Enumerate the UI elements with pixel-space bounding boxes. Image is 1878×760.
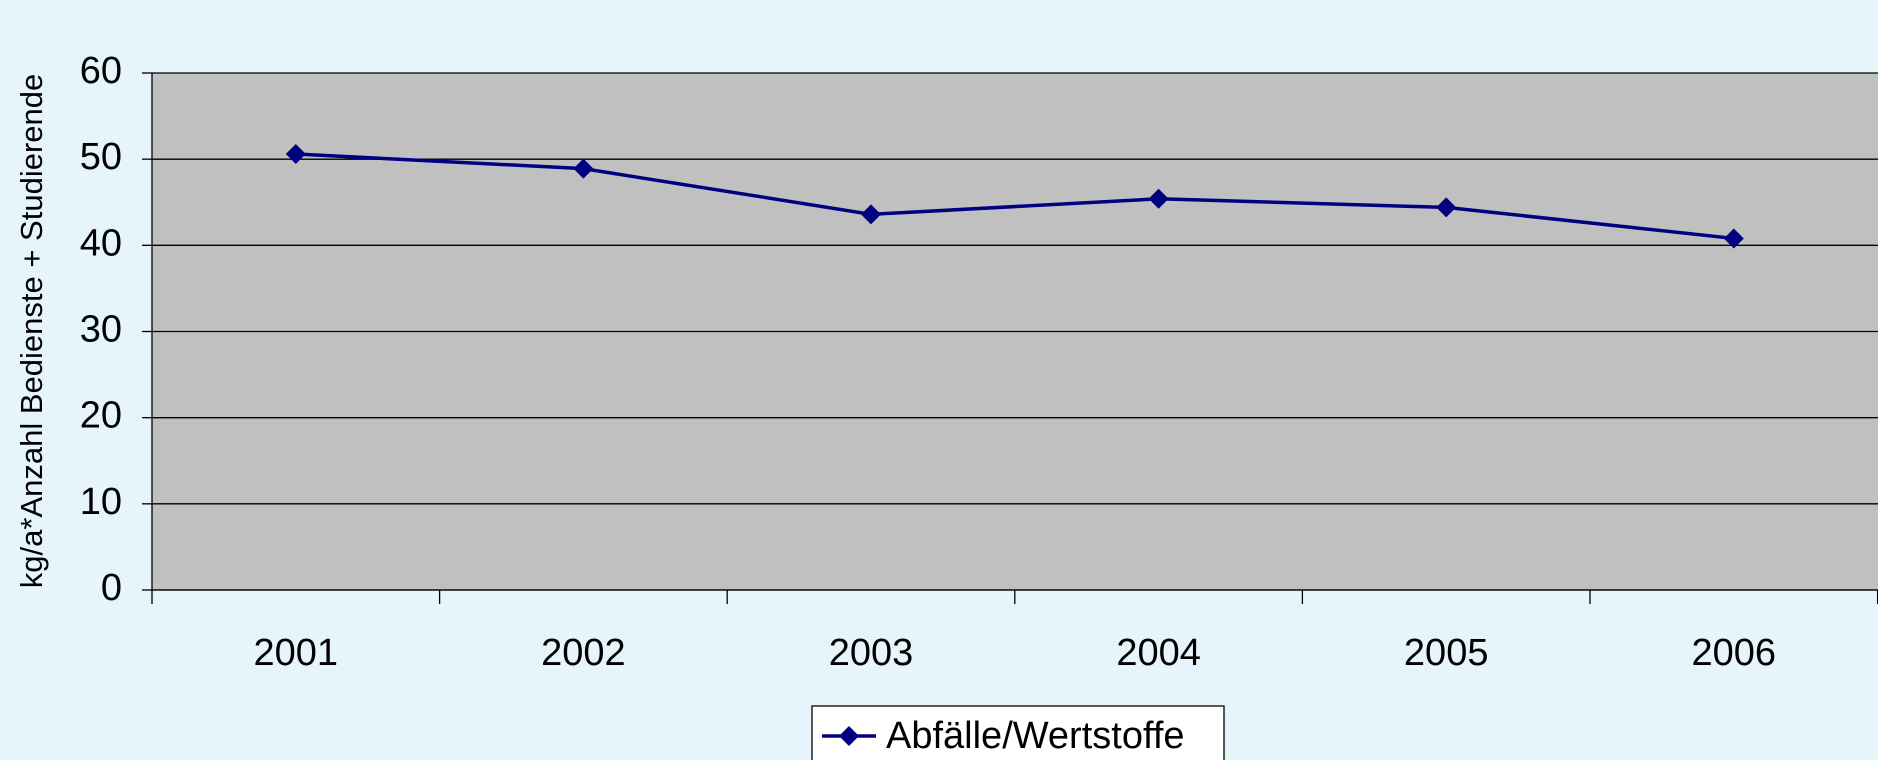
point-marker — [861, 204, 881, 225]
x-tick-label: 2004 — [1116, 632, 1201, 674]
series-line — [295, 152, 1734, 241]
point-marker — [285, 143, 306, 164]
y-tick-label: 40 — [80, 222, 122, 264]
y-tick-label: 20 — [80, 395, 122, 437]
point-marker — [1148, 188, 1169, 209]
point-marker — [1723, 228, 1744, 249]
y-tick-label: 50 — [80, 136, 122, 178]
x-tick-label: 2005 — [1404, 632, 1489, 674]
point-marker — [1436, 197, 1457, 218]
y-axis-label: kg/a*Anzahl Bedienste + Studierende — [14, 74, 49, 588]
y-tick-label: 30 — [80, 309, 122, 351]
x-tick-label: 2001 — [254, 632, 339, 674]
point-marker — [573, 158, 594, 179]
legend-box — [811, 705, 1225, 760]
legend-label: Abfälle/Wertstoffe — [886, 715, 1185, 757]
y-tick-label: 0 — [101, 567, 122, 609]
y-tick-label: 60 — [80, 50, 122, 92]
x-tick-label: 2002 — [541, 632, 626, 674]
x-tick-label: 2003 — [829, 632, 914, 674]
x-tick-label: 2006 — [1692, 632, 1777, 674]
legend-marker — [839, 726, 859, 746]
y-tick-label: 10 — [80, 481, 122, 523]
